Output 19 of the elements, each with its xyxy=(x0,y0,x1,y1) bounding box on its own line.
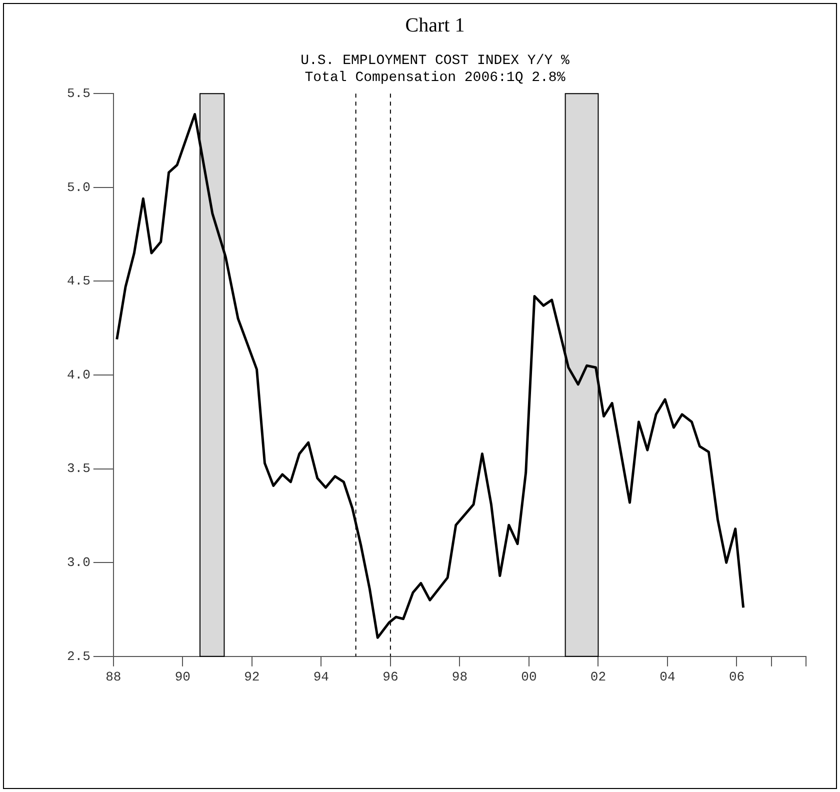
y-tick-label: 2.5 xyxy=(67,648,90,664)
y-tick-label: 3.5 xyxy=(67,461,90,476)
y-tick-label: 3.0 xyxy=(67,555,90,570)
y-tick-label: 5.0 xyxy=(67,180,90,195)
x-tick-label: 00 xyxy=(521,670,537,685)
chart-subtitle: U.S. EMPLOYMENT COST INDEX Y/Y % Total Compensation 2006:1Q 2.8% xyxy=(300,53,570,86)
x-tick-label: 98 xyxy=(452,670,468,685)
x-tick-label: 90 xyxy=(174,670,190,685)
x-tick-label: 02 xyxy=(590,670,606,685)
chart-title: Chart 1 xyxy=(405,14,465,36)
x-tick-label: 88 xyxy=(106,670,122,685)
x-tick-label: 94 xyxy=(313,670,330,685)
y-tick-label: 4.0 xyxy=(67,367,90,382)
x-tick-label: 92 xyxy=(244,670,260,685)
x-tick-label: 04 xyxy=(660,670,676,685)
x-tick-label: 96 xyxy=(382,670,398,685)
y-tick-label: 5.5 xyxy=(67,86,90,102)
x-tick-label: 06 xyxy=(728,670,745,685)
y-tick-label: 4.5 xyxy=(67,274,90,289)
